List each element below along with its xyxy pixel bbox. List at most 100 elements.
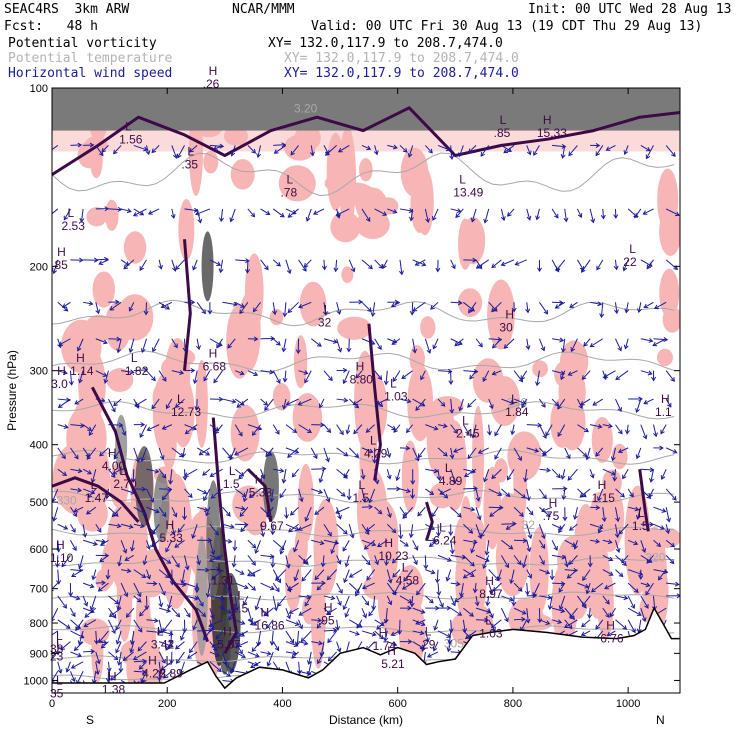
wind-vector [431, 506, 439, 517]
wind-vector-head [105, 575, 111, 580]
wind-vector-head [304, 516, 310, 522]
wind-vector-head [108, 612, 114, 617]
wind-vector [346, 424, 350, 434]
wind-vector [626, 424, 629, 434]
field-theta-name: Potential temperature [8, 51, 173, 66]
wind-vector-head [289, 510, 295, 516]
wind-vector [233, 555, 236, 567]
wind-vector [497, 569, 502, 581]
y-tick-label: 800 [30, 618, 48, 630]
wind-vector-head [134, 402, 140, 407]
wind-vector-head [324, 151, 330, 156]
wind-vector-head [79, 217, 85, 223]
wind-vector-head [535, 381, 540, 387]
wind-vector [450, 208, 461, 212]
wind-vector [615, 424, 623, 435]
wind-vector [542, 447, 553, 457]
wind-vector-head [83, 601, 89, 607]
wind-vector-head [165, 404, 171, 410]
wind-vector-head [368, 504, 374, 510]
wind-vector [250, 661, 261, 668]
wind-vector-head [175, 612, 181, 618]
wind-vector-head [297, 401, 303, 406]
wind-vector-head [86, 455, 92, 460]
wind-vector [408, 145, 414, 158]
wind-vector-head [63, 215, 69, 221]
wind-vector [501, 398, 514, 405]
wind-vector-head [622, 561, 627, 567]
wind-vector-head [581, 375, 587, 380]
wind-vector-head [238, 431, 243, 437]
wind-vector-head [644, 603, 649, 609]
wind-vector [614, 259, 618, 270]
pv-extremum-letter: L [425, 625, 432, 639]
wind-vector [273, 144, 286, 146]
wind-vector-head [316, 623, 322, 629]
wind-vector-head [339, 430, 344, 436]
wind-vector-head [132, 212, 138, 217]
wind-vector [193, 619, 198, 630]
wind-vector [468, 302, 477, 313]
wind-vector-head [229, 217, 235, 223]
wind-vector [437, 447, 448, 457]
pv-extremum-letter: L [232, 637, 239, 651]
wind-vector [69, 671, 76, 682]
wind-vector-head [661, 508, 667, 513]
x-end-label-left: S [86, 713, 94, 727]
wind-vector [486, 540, 490, 555]
wind-vector [615, 619, 627, 630]
wind-vector [288, 582, 299, 591]
wind-vector [640, 144, 651, 152]
wind-vector-head [524, 590, 530, 596]
wind-vector-head [275, 576, 280, 581]
wind-vector [558, 523, 566, 533]
wind-vector-head [229, 669, 235, 675]
wind-vector [247, 582, 256, 591]
pv-shade-blob [529, 527, 549, 614]
pv-shade-blob [178, 199, 195, 261]
wind-vector [372, 595, 376, 610]
wind-vector-head [279, 212, 285, 218]
wind-vector-head [113, 655, 119, 661]
wind-vector [69, 607, 76, 617]
wind-vector-head [152, 581, 158, 587]
wind-vector-head [391, 528, 397, 534]
x-tick-label: 400 [273, 698, 291, 710]
wind-vector [343, 468, 350, 478]
wind-vector [399, 259, 403, 275]
wind-vector-head [83, 622, 89, 628]
wind-vector-head [663, 337, 669, 343]
wind-vector-head [443, 493, 449, 499]
wind-vector [57, 398, 70, 401]
wind-vector [366, 569, 376, 581]
wind-vector-head [242, 600, 248, 606]
wind-vector [399, 506, 407, 517]
pv-extremum-letter: L [324, 302, 331, 316]
wind-vector [158, 447, 164, 460]
pv-extremum-letter: L [266, 506, 273, 520]
wind-vector [307, 661, 312, 676]
wind-vector [78, 630, 84, 645]
wind-vector-head [97, 587, 103, 592]
wind-vector-head [245, 269, 251, 274]
wind-vector-head [446, 647, 452, 653]
wind-vector [475, 259, 483, 269]
wind-vector-head [251, 543, 257, 549]
pv-extremum-letter: L [217, 561, 224, 575]
wind-vector-head [219, 143, 225, 149]
wind-vector [95, 302, 100, 314]
wind-vector [272, 539, 285, 550]
wind-vector-head [432, 344, 438, 350]
wind-vector [454, 595, 464, 603]
init-time: Init: 00 UTC Wed 28 Aug 13 [528, 2, 732, 17]
wind-vector-head [212, 145, 218, 151]
wind-vector-head [314, 575, 320, 581]
wind-vector [146, 540, 151, 550]
wind-vector [168, 595, 173, 609]
wind-vector-head [414, 261, 420, 266]
wind-vector-head [210, 550, 216, 556]
wind-vector-head [521, 616, 526, 622]
pv-shade-blob [226, 304, 253, 379]
wind-vector-head [643, 399, 649, 405]
wind-vector-head [234, 634, 240, 639]
